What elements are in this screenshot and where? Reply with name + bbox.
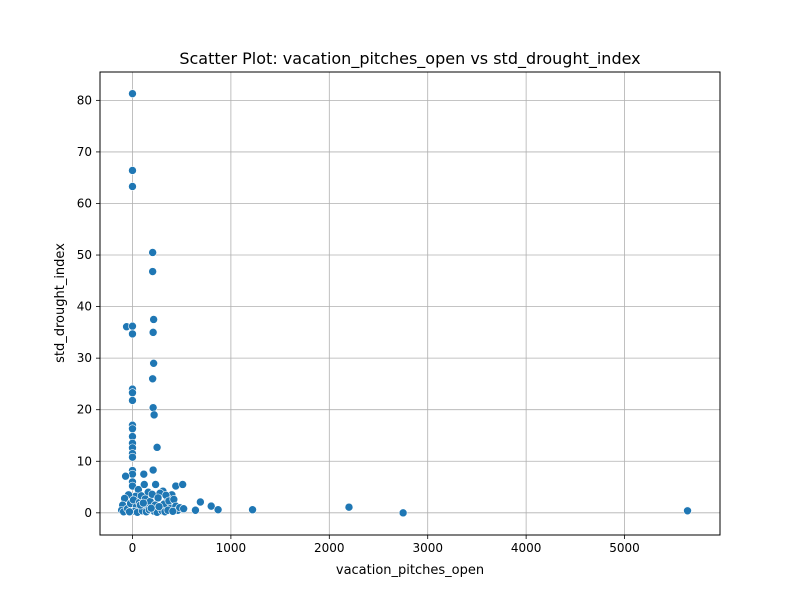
y-tick-label: 40 bbox=[77, 300, 92, 314]
data-point bbox=[149, 410, 159, 420]
x-tick-label: 2000 bbox=[314, 541, 345, 555]
data-points bbox=[117, 89, 692, 518]
y-tick-label: 20 bbox=[77, 403, 92, 417]
data-point bbox=[151, 480, 160, 489]
y-tick-label: 10 bbox=[77, 454, 92, 468]
data-point bbox=[139, 469, 149, 479]
data-point bbox=[196, 497, 205, 507]
data-point bbox=[149, 359, 158, 368]
data-point bbox=[128, 321, 137, 331]
data-point bbox=[139, 498, 148, 508]
data-point bbox=[168, 506, 178, 516]
data-point bbox=[128, 166, 137, 175]
x-tick-label: 3000 bbox=[412, 541, 443, 555]
data-point bbox=[121, 471, 130, 481]
plot-frame bbox=[99, 71, 721, 536]
grid-lines bbox=[100, 72, 720, 535]
y-axis-label: std_drought_index bbox=[53, 243, 68, 363]
data-point bbox=[146, 503, 156, 513]
data-point bbox=[128, 452, 137, 462]
chart-title: Scatter Plot: vacation_pitches_open vs s… bbox=[179, 49, 640, 69]
data-point bbox=[152, 443, 162, 452]
y-tick-label: 70 bbox=[77, 145, 92, 159]
data-point bbox=[128, 89, 137, 98]
y-tick-label: 50 bbox=[77, 248, 92, 262]
data-point bbox=[179, 504, 188, 514]
data-point bbox=[191, 505, 200, 515]
data-point bbox=[149, 315, 158, 324]
data-point bbox=[148, 267, 157, 276]
data-point bbox=[154, 502, 164, 511]
x-tick-label: 5000 bbox=[609, 541, 640, 555]
data-point bbox=[125, 507, 134, 517]
y-tick-label: 80 bbox=[77, 93, 92, 107]
data-point bbox=[128, 182, 137, 191]
data-point bbox=[148, 374, 157, 384]
data-point bbox=[148, 328, 158, 337]
x-axis-label: vacation_pitches_open bbox=[336, 563, 484, 578]
data-point bbox=[248, 505, 257, 515]
data-point bbox=[148, 465, 158, 475]
data-point bbox=[398, 508, 408, 518]
data-point bbox=[344, 502, 354, 512]
data-point bbox=[139, 480, 149, 489]
data-point bbox=[153, 493, 163, 503]
data-point bbox=[206, 501, 216, 511]
data-point bbox=[128, 329, 137, 339]
data-point bbox=[148, 403, 158, 412]
y-tick-label: 60 bbox=[77, 196, 92, 210]
data-point bbox=[128, 388, 137, 397]
data-point bbox=[148, 248, 157, 257]
data-point bbox=[128, 424, 137, 434]
y-tick-label: 30 bbox=[77, 351, 92, 365]
y-tick-label: 0 bbox=[84, 506, 92, 520]
data-point bbox=[683, 506, 692, 516]
x-tick-label: 4000 bbox=[511, 541, 542, 555]
x-tick-label: 1000 bbox=[216, 541, 247, 555]
x-tick-label: 0 bbox=[129, 541, 137, 555]
data-point bbox=[128, 396, 137, 405]
data-point bbox=[213, 505, 223, 515]
axis-ticks: 0 1000 2000 3000 4000 5000 0 10 20 30 40 50 60 70 80 bbox=[77, 93, 640, 555]
data-point bbox=[178, 480, 187, 489]
